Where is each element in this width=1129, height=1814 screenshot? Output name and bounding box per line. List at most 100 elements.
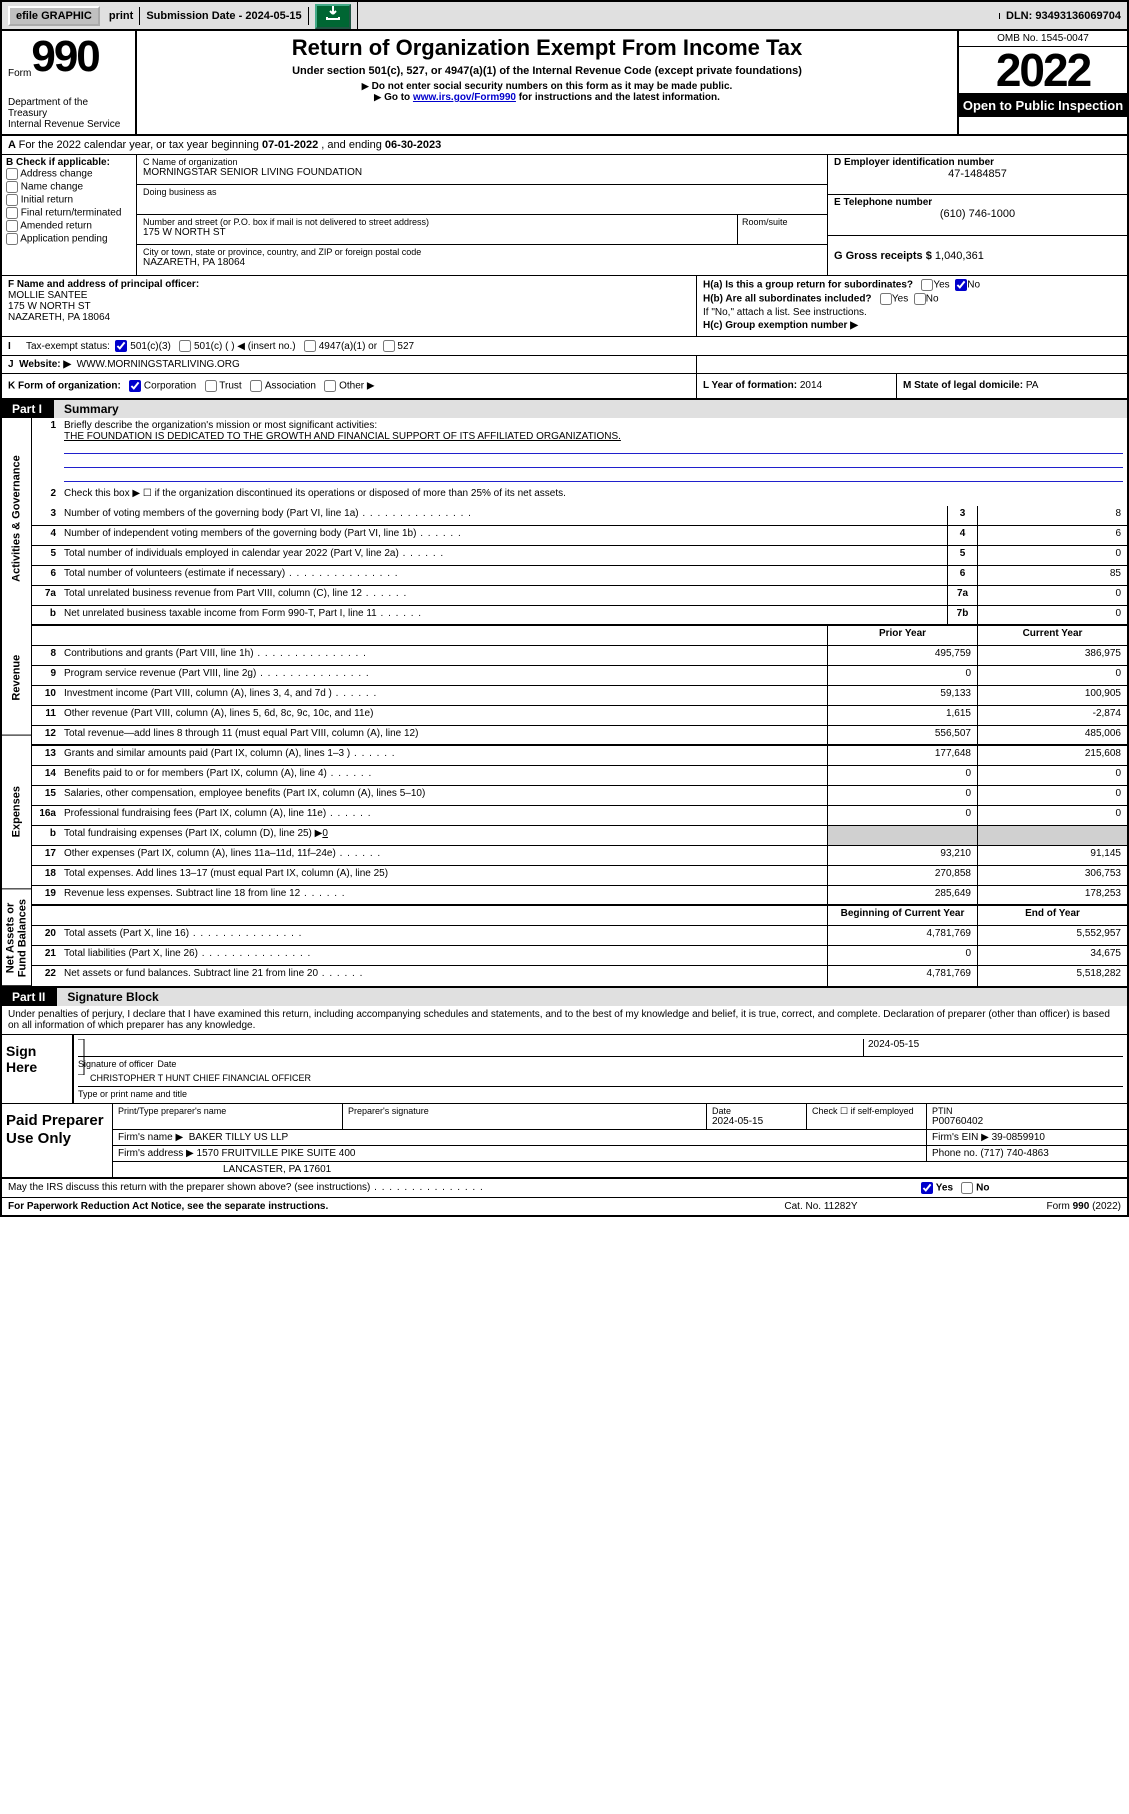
- ein-value: 47-1484857: [834, 168, 1121, 180]
- sign-here-label: Sign Here: [2, 1035, 72, 1103]
- gross-value: 1,040,361: [935, 250, 984, 262]
- section-de: D Employer identification number 47-1484…: [827, 155, 1127, 275]
- line-17-py: 93,210: [827, 846, 977, 865]
- hb-yes[interactable]: [880, 293, 892, 305]
- hb-note: If "No," attach a list. See instructions…: [703, 307, 1121, 318]
- cb-final-return[interactable]: Final return/terminated: [6, 207, 132, 219]
- block-bcde: B Check if applicable: Address change Na…: [2, 155, 1127, 276]
- eoy-hdr: End of Year: [977, 906, 1127, 925]
- line-16b-gray2: [977, 826, 1127, 845]
- row-klm: K Form of organization: Corporation Trus…: [2, 374, 1127, 400]
- sig-officer-caption: Signature of officer: [78, 1059, 153, 1069]
- firm-addr-label: Firm's address ▶: [118, 1148, 194, 1159]
- goto-pre: Go to: [384, 92, 413, 103]
- line-18-label: Total expenses. Add lines 13–17 (must eq…: [60, 866, 827, 885]
- line-1-label: Briefly describe the organization's miss…: [64, 420, 377, 431]
- form-id-block: Form 990 Department of the Treasury Inte…: [2, 31, 137, 134]
- dln-label: DLN:: [1006, 10, 1035, 22]
- line-14-cy: 0: [977, 766, 1127, 785]
- line-21-cy: 34,675: [977, 946, 1127, 965]
- section-l: L Year of formation: 2014: [697, 374, 897, 398]
- line-11-py: 1,615: [827, 706, 977, 725]
- line-20-label: Total assets (Part X, line 16): [64, 928, 189, 939]
- part-1-summary: Activities & Governance Revenue Expenses…: [2, 418, 1127, 988]
- current-year-hdr: Current Year: [977, 626, 1127, 645]
- cat-no: Cat. No. 11282Y: [721, 1201, 921, 1212]
- section-m: M State of legal domicile: PA: [897, 374, 1127, 398]
- cb-association[interactable]: [250, 380, 262, 392]
- topbar-spacer: [358, 13, 1000, 19]
- may-yes[interactable]: [921, 1182, 933, 1194]
- line-9-py: 0: [827, 666, 977, 685]
- line-7a-label: Total unrelated business revenue from Pa…: [64, 588, 362, 599]
- cb-527[interactable]: [383, 340, 395, 352]
- cb-501c3[interactable]: [115, 340, 127, 352]
- line-16a-py: 0: [827, 806, 977, 825]
- form-990-page: efile GRAPHIC print Submission Date - 20…: [0, 0, 1129, 1217]
- part-1-header: Part I Summary: [2, 400, 1127, 418]
- officer-street: 175 W NORTH ST: [8, 301, 91, 312]
- prep-date-label: Date: [712, 1106, 801, 1116]
- line-15-cy: 0: [977, 786, 1127, 805]
- firm-name-label: Firm's name ▶: [118, 1132, 183, 1143]
- print-link[interactable]: print: [109, 10, 133, 22]
- section-b-checkboxes: B Check if applicable: Address change Na…: [2, 155, 137, 275]
- section-c: C Name of organization MORNINGSTAR SENIO…: [137, 155, 827, 275]
- line-3-value: 8: [977, 506, 1127, 525]
- street-value: 175 W NORTH ST: [143, 227, 821, 238]
- line-18-py: 270,858: [827, 866, 977, 885]
- submission-date: Submission Date - 2024-05-15: [140, 7, 308, 25]
- hb-no[interactable]: [914, 293, 926, 305]
- firm-ein-label: Firm's EIN ▶: [932, 1132, 989, 1143]
- line-17-label: Other expenses (Part IX, column (A), lin…: [64, 848, 336, 859]
- topbar: efile GRAPHIC print Submission Date - 20…: [2, 2, 1127, 31]
- b-heading: B Check if applicable:: [6, 157, 132, 168]
- cb-corporation[interactable]: [129, 380, 141, 392]
- tax-year: 2022: [959, 47, 1127, 94]
- may-no[interactable]: [961, 1182, 973, 1194]
- paid-preparer-block: Paid Preparer Use Only Print/Type prepar…: [2, 1104, 1127, 1179]
- line-9-cy: 0: [977, 666, 1127, 685]
- ha-no[interactable]: [955, 279, 967, 291]
- cb-4947[interactable]: [304, 340, 316, 352]
- cb-other[interactable]: [324, 380, 336, 392]
- paperwork-notice: For Paperwork Reduction Act Notice, see …: [8, 1201, 721, 1212]
- line-16b-gray1: [827, 826, 977, 845]
- download-icon: [325, 5, 341, 21]
- vlabel-revenue: Revenue: [2, 620, 31, 736]
- line-10-label: Investment income (Part VIII, column (A)…: [64, 688, 332, 699]
- irs-link[interactable]: www.irs.gov/Form990: [413, 92, 516, 103]
- line-18-cy: 306,753: [977, 866, 1127, 885]
- pdf-download-button[interactable]: [315, 4, 351, 29]
- vlabel-netassets: Net Assets or Fund Balances: [2, 890, 31, 986]
- i-label: Tax-exempt status:: [26, 341, 110, 352]
- paid-preparer-label: Paid Preparer Use Only: [2, 1104, 112, 1177]
- vertical-labels: Activities & Governance Revenue Expenses…: [2, 418, 32, 986]
- cb-amended-return[interactable]: Amended return: [6, 220, 132, 232]
- cb-name-change[interactable]: Name change: [6, 181, 132, 193]
- cb-address-change[interactable]: Address change: [6, 168, 132, 180]
- street-label: Number and street (or P.O. box if mail i…: [143, 217, 821, 227]
- row-i-tax-exempt: I Tax-exempt status: 501(c)(3) 501(c) ( …: [2, 337, 1127, 356]
- line-11-label: Other revenue (Part VIII, column (A), li…: [60, 706, 827, 725]
- line-22-py: 4,781,769: [827, 966, 977, 986]
- ha-yes[interactable]: [921, 279, 933, 291]
- form-word: Form: [8, 68, 31, 79]
- cb-application-pending[interactable]: Application pending: [6, 233, 132, 245]
- cb-trust[interactable]: [205, 380, 217, 392]
- submission-date-label: Submission Date -: [146, 10, 245, 22]
- cb-initial-return[interactable]: Initial return: [6, 194, 132, 206]
- line-10-py: 59,133: [827, 686, 977, 705]
- may-text: May the IRS discuss this return with the…: [8, 1182, 370, 1193]
- line-7b-value: 0: [977, 606, 1127, 624]
- line-16b-label: Total fundraising expenses (Part IX, col…: [64, 828, 322, 839]
- penalties-declaration: Under penalties of perjury, I declare th…: [2, 1006, 1127, 1035]
- bracket-icon: [76, 1039, 86, 1075]
- sign-date: 2024-05-15: [863, 1039, 1123, 1056]
- row-a-mid: , and ending: [318, 139, 385, 151]
- prep-selfemp-label: Check ☐ if self-employed: [812, 1106, 921, 1117]
- efile-graphic-button[interactable]: efile GRAPHIC: [8, 6, 100, 26]
- form-header: Form 990 Department of the Treasury Inte…: [2, 31, 1127, 136]
- cb-501c[interactable]: [179, 340, 191, 352]
- firm-name: BAKER TILLY US LLP: [189, 1132, 289, 1143]
